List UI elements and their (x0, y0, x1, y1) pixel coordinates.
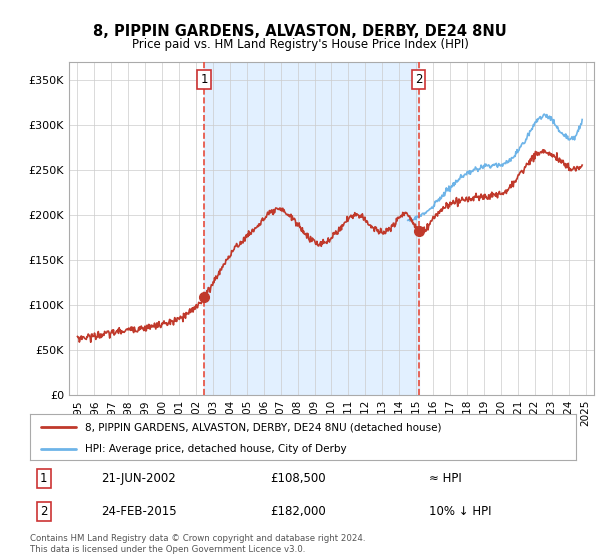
Text: Contains HM Land Registry data © Crown copyright and database right 2024.: Contains HM Land Registry data © Crown c… (30, 534, 365, 543)
Text: £182,000: £182,000 (270, 505, 326, 518)
Bar (204, 62, 419, 395)
Text: This data is licensed under the Open Government Licence v3.0.: This data is licensed under the Open Gov… (30, 545, 305, 554)
Text: 1: 1 (200, 73, 208, 86)
Text: 1: 1 (40, 472, 47, 485)
Text: HPI: Average price, detached house, City of Derby: HPI: Average price, detached house, City… (85, 444, 346, 454)
Text: 8, PIPPIN GARDENS, ALVASTON, DERBY, DE24 8NU (detached house): 8, PIPPIN GARDENS, ALVASTON, DERBY, DE24… (85, 422, 441, 432)
Text: 2: 2 (415, 73, 422, 86)
Text: 2: 2 (40, 505, 47, 518)
Text: ≈ HPI: ≈ HPI (428, 472, 461, 485)
Text: 21-JUN-2002: 21-JUN-2002 (101, 472, 176, 485)
Text: 24-FEB-2015: 24-FEB-2015 (101, 505, 176, 518)
Text: 8, PIPPIN GARDENS, ALVASTON, DERBY, DE24 8NU: 8, PIPPIN GARDENS, ALVASTON, DERBY, DE24… (93, 24, 507, 39)
Text: 10% ↓ HPI: 10% ↓ HPI (428, 505, 491, 518)
Text: £108,500: £108,500 (270, 472, 326, 485)
Text: Price paid vs. HM Land Registry's House Price Index (HPI): Price paid vs. HM Land Registry's House … (131, 38, 469, 51)
